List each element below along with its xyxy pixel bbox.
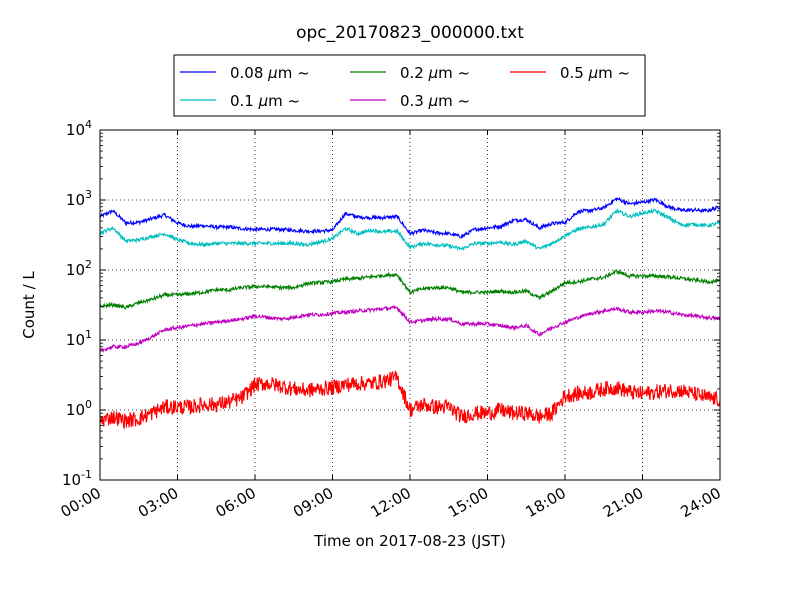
series-line-0.08 <box>99 196 721 239</box>
axis-ticks <box>99 129 721 481</box>
y-tick-label: 101 <box>66 328 92 349</box>
y-tick-label: 10-1 <box>62 468 92 489</box>
series-line-0.1 <box>99 207 721 251</box>
y-tick-label: 104 <box>66 118 92 139</box>
series-lines <box>99 196 721 430</box>
chart-title: opc_20170823_000000.txt <box>296 23 524 43</box>
x-tick-label: 15:00 <box>445 484 491 521</box>
x-tick-label: 09:00 <box>290 484 336 521</box>
gridlines <box>100 130 720 480</box>
legend-label-0.08: 0.08 μm ~ <box>230 64 310 82</box>
x-tick-label: 06:00 <box>213 484 259 521</box>
x-axis-label: Time on 2017-08-23 (JST) <box>313 532 506 550</box>
x-tick-label: 03:00 <box>135 484 181 521</box>
y-tick-labels: 10-1 100 101 102 103 104 <box>62 118 92 489</box>
y-tick-label: 103 <box>66 188 92 209</box>
x-tick-label: 18:00 <box>523 484 569 521</box>
x-tick-label: 12:00 <box>368 484 414 521</box>
legend-label-0.1: 0.1 μm ~ <box>230 92 300 110</box>
legend: 0.08 μm ~ 0.1 μm ~ 0.2 μm ~ 0.3 μm ~ 0.5 μm … <box>173 54 646 117</box>
series-line-0.3 <box>99 305 721 353</box>
y-axis-label: Count / L <box>20 271 38 339</box>
x-tick-label: 24:00 <box>678 484 724 521</box>
plot-frame <box>99 129 721 481</box>
legend-box <box>173 54 646 117</box>
legend-label-0.5: 0.5 μm ~ <box>560 64 630 82</box>
series-line-0.5 <box>99 370 721 430</box>
y-tick-label: 100 <box>66 398 92 419</box>
x-tick-label: 00:00 <box>58 484 104 521</box>
x-tick-label: 21:00 <box>600 484 646 521</box>
y-tick-label: 102 <box>66 258 92 279</box>
x-tick-labels: 00:00 03:00 06:00 09:00 12:00 15:00 18:00 21:00… <box>58 484 724 521</box>
series-line-0.2 <box>99 269 721 310</box>
legend-label-0.2: 0.2 μm ~ <box>400 64 470 82</box>
legend-label-0.3: 0.3 μm ~ <box>400 92 470 110</box>
